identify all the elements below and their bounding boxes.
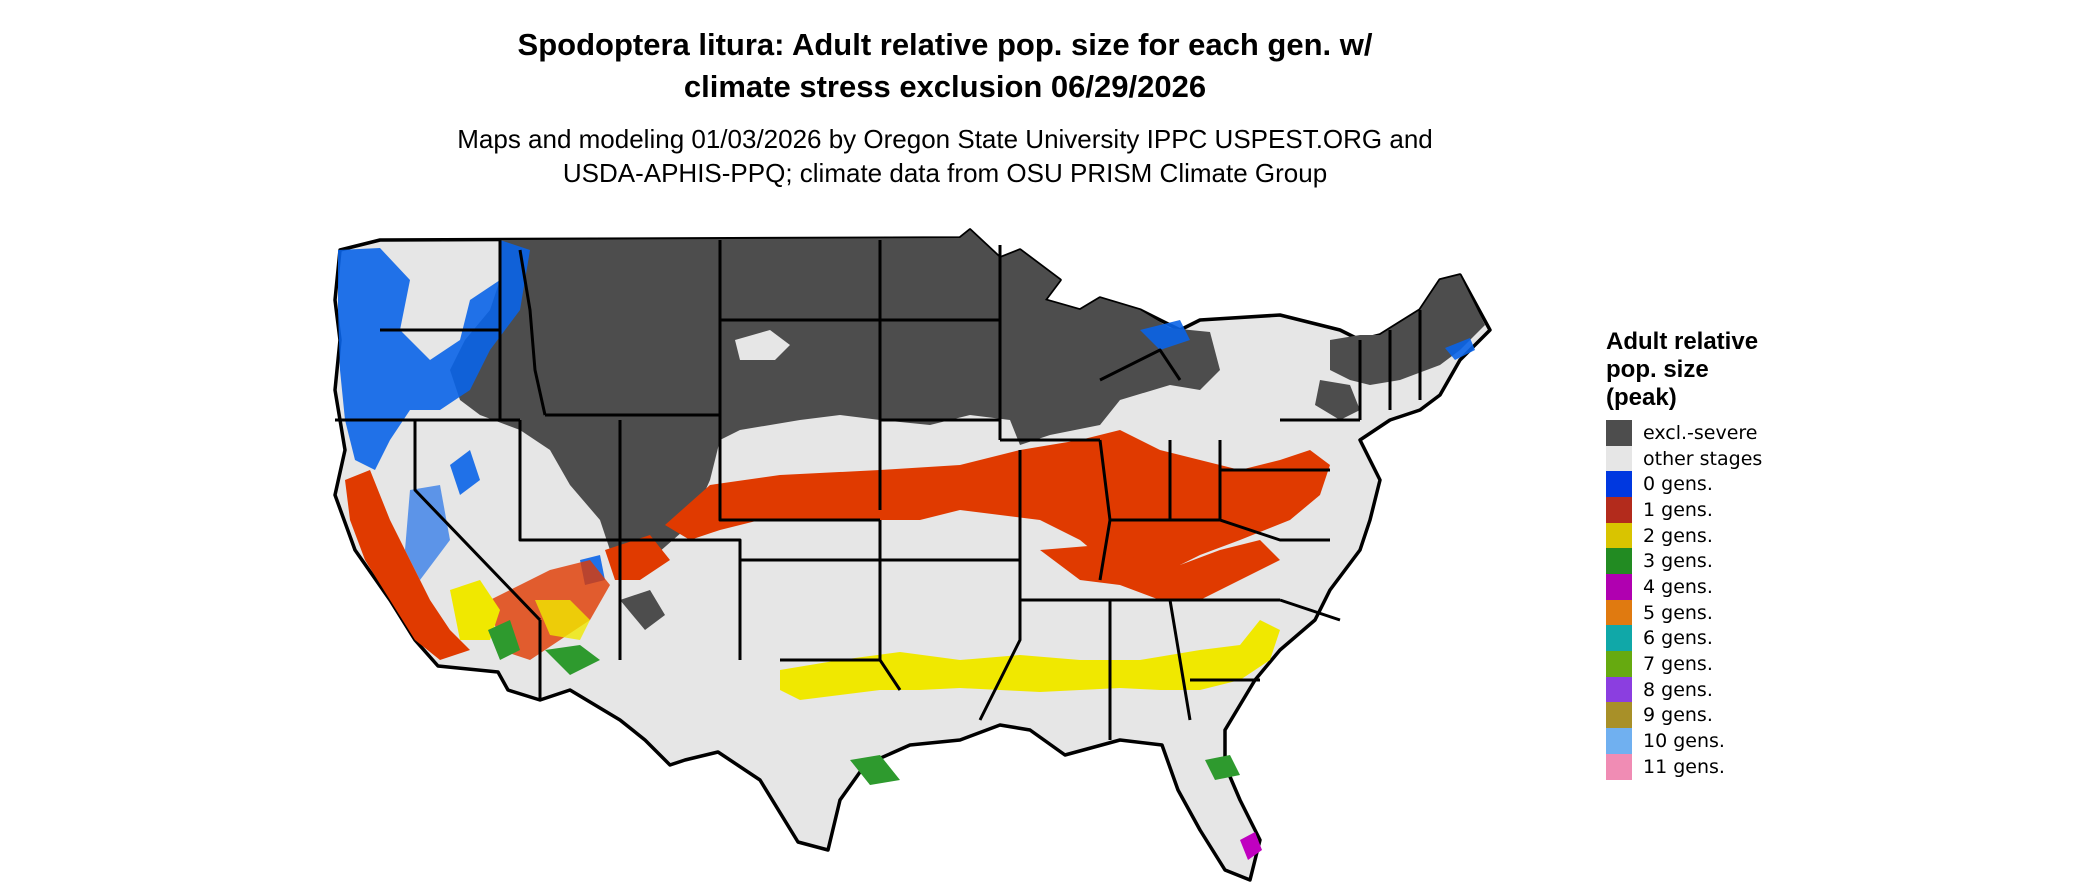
legend-swatch [1606, 445, 1632, 472]
subtitle-line-1: Maps and modeling 01/03/2026 by Oregon S… [457, 124, 1433, 154]
legend-label: 8 gens. [1643, 678, 1713, 701]
legend-swatch [1606, 599, 1632, 626]
legend-item: other stages [1606, 445, 1906, 472]
legend-item: 5 gens. [1606, 599, 1906, 626]
legend-item: 3 gens. [1606, 548, 1906, 575]
legend-item: 7 gens. [1606, 651, 1906, 678]
legend-swatch [1606, 548, 1632, 575]
legend-label: excl.-severe [1643, 421, 1758, 444]
map-legend: Adult relative pop. size (peak) excl.-se… [1606, 328, 1906, 780]
legend-swatch [1606, 728, 1632, 755]
title-line-2: climate stress exclusion 06/29/2026 [683, 69, 1207, 104]
legend-item: 8 gens. [1606, 676, 1906, 703]
zero-gens-regions [338, 240, 1475, 585]
map-title: Spodoptera litura: Adult relative pop. s… [0, 24, 1890, 108]
legend-title-line-2: pop. size [1606, 356, 1709, 383]
legend-label: 0 gens. [1643, 473, 1713, 496]
legend-item: 11 gens. [1606, 753, 1906, 780]
legend-label: 11 gens. [1643, 755, 1725, 778]
legend-label: 6 gens. [1643, 627, 1713, 650]
three-gens-regions [488, 620, 1240, 785]
legend-item: excl.-severe [1606, 419, 1906, 446]
legend-label: 5 gens. [1643, 601, 1713, 624]
subtitle-line-2: USDA-APHIS-PPQ; climate data from OSU PR… [562, 158, 1328, 188]
legend-label: other stages [1643, 447, 1763, 470]
legend-swatch [1606, 676, 1632, 703]
legend-item: 6 gens. [1606, 625, 1906, 652]
legend-swatch [1606, 471, 1632, 498]
legend-item: 9 gens. [1606, 702, 1906, 729]
legend-label: 1 gens. [1643, 498, 1713, 521]
legend-swatch [1606, 651, 1632, 678]
legend-item: 4 gens. [1606, 573, 1906, 600]
title-line-1: Spodoptera litura: Adult relative pop. s… [517, 27, 1373, 62]
legend-label: 2 gens. [1643, 524, 1713, 547]
legend-swatch [1606, 753, 1632, 780]
legend-swatch [1606, 702, 1632, 729]
legend-swatch [1606, 625, 1632, 652]
us-map [333, 228, 1492, 882]
two-gens-regions [450, 580, 1280, 700]
legend-item: 2 gens. [1606, 522, 1906, 549]
legend-swatch [1606, 496, 1632, 523]
legend-title: Adult relative pop. size (peak) [1606, 328, 1906, 412]
legend-title-line-3: (peak) [1606, 384, 1677, 411]
legend-swatch [1606, 522, 1632, 549]
legend-swatch [1606, 419, 1632, 446]
legend-items: excl.-severe other stages 0 gens. 1 gens. 2 … [1606, 419, 1906, 780]
legend-label: 10 gens. [1643, 730, 1725, 753]
legend-item: 10 gens. [1606, 728, 1906, 755]
excl-severe-regions [450, 230, 1485, 630]
map-subtitle: Maps and modeling 01/03/2026 by Oregon S… [0, 122, 1890, 190]
legend-item: 1 gens. [1606, 496, 1906, 523]
legend-title-line-1: Adult relative [1606, 328, 1759, 355]
state-borders [335, 240, 1422, 740]
legend-label: 3 gens. [1643, 550, 1713, 573]
four-gens-regions [1240, 832, 1262, 860]
legend-item: 0 gens. [1606, 471, 1906, 498]
legend-swatch [1606, 573, 1632, 600]
legend-label: 4 gens. [1643, 575, 1713, 598]
legend-label: 9 gens. [1643, 704, 1713, 727]
legend-label: 7 gens. [1643, 653, 1713, 676]
